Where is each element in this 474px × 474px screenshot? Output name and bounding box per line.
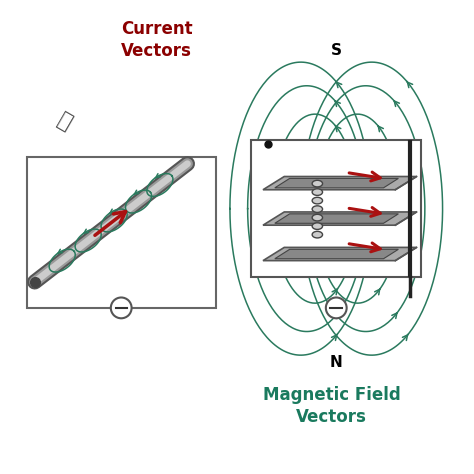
Polygon shape [263, 176, 417, 190]
Polygon shape [275, 214, 398, 223]
Polygon shape [263, 212, 417, 225]
Bar [251, 140, 421, 277]
Circle shape [326, 298, 346, 318]
Ellipse shape [312, 231, 322, 238]
Text: Magnetic Field
Vectors: Magnetic Field Vectors [263, 386, 401, 426]
Ellipse shape [312, 214, 322, 221]
Polygon shape [275, 178, 398, 188]
Polygon shape [275, 249, 398, 259]
Ellipse shape [312, 206, 322, 212]
Ellipse shape [312, 197, 322, 204]
Text: S: S [331, 43, 342, 58]
Bar [27, 156, 216, 308]
Circle shape [111, 298, 132, 318]
Ellipse shape [312, 180, 322, 187]
Polygon shape [263, 247, 417, 261]
Ellipse shape [312, 189, 322, 195]
Text: N: N [330, 355, 343, 370]
Text: Current
Vectors: Current Vectors [121, 19, 192, 60]
Ellipse shape [312, 223, 322, 229]
Text: ✋: ✋ [54, 109, 75, 133]
